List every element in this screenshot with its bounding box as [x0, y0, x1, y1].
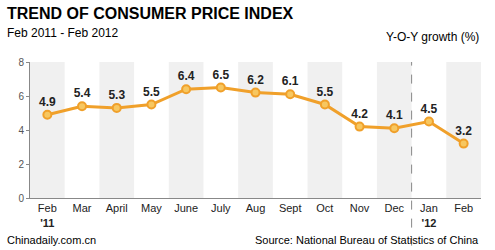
svg-text:July: July: [211, 202, 231, 214]
svg-text:5.5: 5.5: [317, 85, 334, 99]
svg-text:5.5: 5.5: [143, 85, 160, 99]
svg-text:Feb'11: Feb'11: [38, 202, 57, 228]
svg-text:Oct: Oct: [316, 202, 333, 214]
svg-text:Nov: Nov: [350, 202, 370, 214]
svg-text:3.2: 3.2: [455, 124, 472, 138]
svg-text:6.1: 6.1: [282, 74, 299, 88]
svg-text:Sept: Sept: [279, 202, 302, 214]
svg-text:Feb: Feb: [454, 202, 473, 214]
svg-text:6: 6: [18, 91, 24, 102]
svg-text:4.2: 4.2: [351, 107, 368, 121]
svg-text:June: June: [174, 202, 198, 214]
svg-text:5.3: 5.3: [108, 88, 125, 102]
svg-text:4.9: 4.9: [39, 95, 56, 109]
svg-text:Aug: Aug: [246, 202, 266, 214]
svg-text:6.4: 6.4: [178, 69, 195, 83]
svg-text:Feb 2011 - Feb 2012: Feb 2011 - Feb 2012: [7, 26, 119, 40]
svg-text:6.5: 6.5: [212, 68, 229, 82]
svg-text:5.4: 5.4: [74, 86, 91, 100]
svg-text:Mar: Mar: [73, 202, 92, 214]
svg-text:4: 4: [18, 125, 24, 136]
svg-text:Dec: Dec: [384, 202, 404, 214]
svg-text:Y-O-Y growth (%): Y-O-Y growth (%): [386, 30, 479, 44]
svg-text:April: April: [106, 202, 128, 214]
svg-text:0: 0: [18, 193, 24, 204]
svg-text:Chinadaily.com.cn: Chinadaily.com.cn: [7, 234, 96, 246]
svg-text:2: 2: [18, 159, 24, 170]
svg-text:6.2: 6.2: [247, 73, 264, 87]
svg-text:8: 8: [18, 57, 24, 68]
svg-text:May: May: [141, 202, 162, 214]
svg-text:4.5: 4.5: [421, 102, 438, 116]
svg-text:Source: National Bureau of Sta: Source: National Bureau of Statistics of…: [255, 234, 479, 246]
svg-text:4.1: 4.1: [386, 108, 403, 122]
svg-text:Jan'12: Jan'12: [420, 202, 438, 228]
svg-text:TREND OF CONSUMER PRICE INDEX: TREND OF CONSUMER PRICE INDEX: [7, 5, 294, 22]
